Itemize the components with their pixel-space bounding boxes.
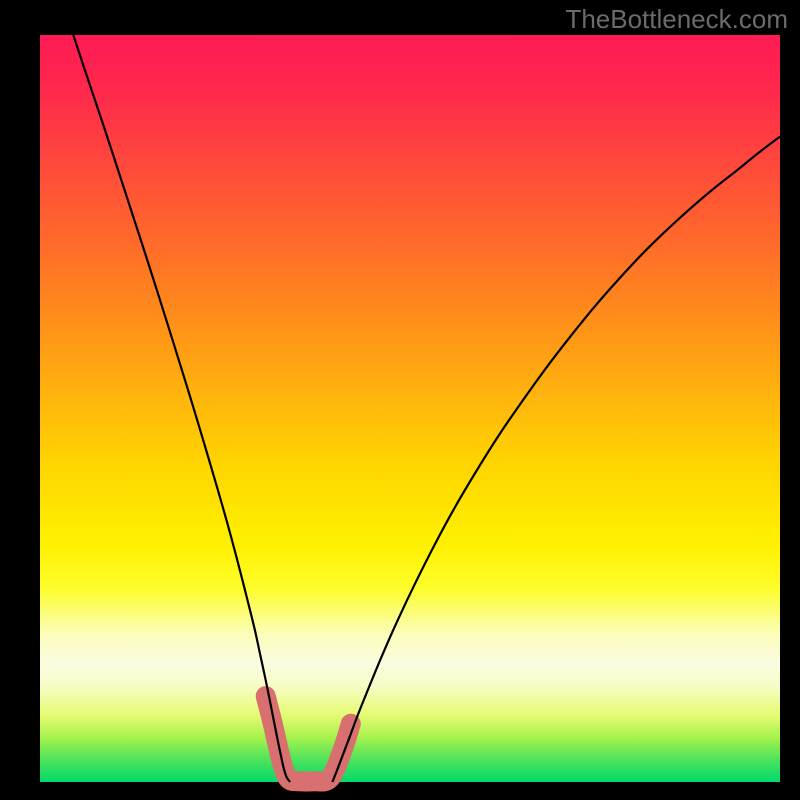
- chart-svg-layer: [40, 35, 780, 782]
- chart-canvas: TheBottleneck.com: [0, 0, 800, 800]
- left-curve: [73, 35, 290, 782]
- right-curve: [332, 137, 780, 782]
- plot-area: [40, 35, 780, 782]
- watermark-text: TheBottleneck.com: [565, 4, 788, 35]
